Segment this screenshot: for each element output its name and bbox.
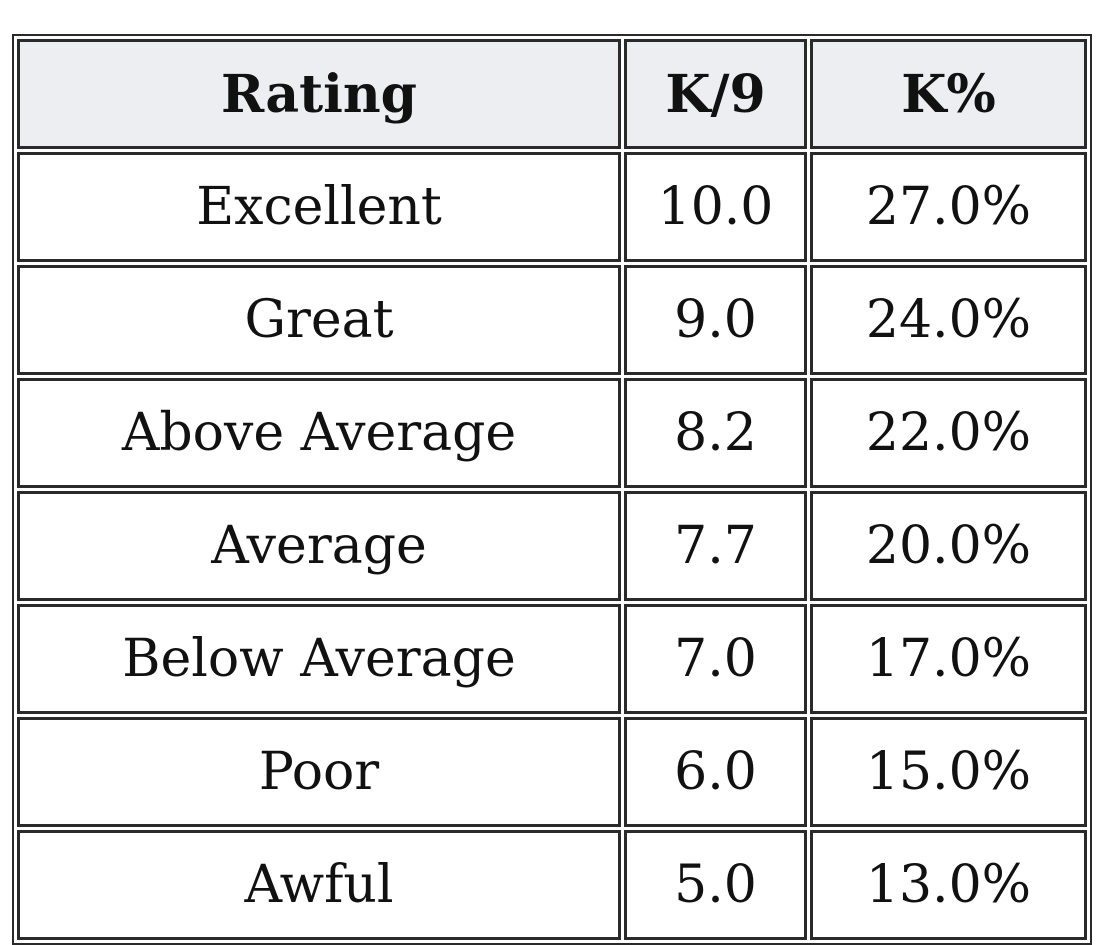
table-row: Poor 6.0 15.0% [17, 717, 1087, 827]
table-row: Below Average 7.0 17.0% [17, 604, 1087, 714]
table-cell: 5.0 [624, 830, 807, 940]
table-container: Rating K/9 K% Excellent 10.0 27.0% Great 9.0 24… [12, 34, 1092, 945]
table-row: Great 9.0 24.0% [17, 265, 1087, 375]
table-body: Excellent 10.0 27.0% Great 9.0 24.0% Above Ave… [17, 152, 1087, 940]
table-row: Awful 5.0 13.0% [17, 830, 1087, 940]
table-cell: 13.0% [810, 830, 1087, 940]
table-cell: 8.2 [624, 378, 807, 488]
table-cell: 7.7 [624, 491, 807, 601]
table-cell: Great [17, 265, 621, 375]
rating-table: Rating K/9 K% Excellent 10.0 27.0% Great 9.0 24… [12, 34, 1092, 945]
table-cell: Awful [17, 830, 621, 940]
table-cell: 20.0% [810, 491, 1087, 601]
table-cell: Excellent [17, 152, 621, 262]
header-cell: K/9 [624, 39, 807, 149]
table-cell: 7.0 [624, 604, 807, 714]
table-row: Average 7.7 20.0% [17, 491, 1087, 601]
table-cell: Below Average [17, 604, 621, 714]
table-row: Above Average 8.2 22.0% [17, 378, 1087, 488]
table-cell: 10.0 [624, 152, 807, 262]
table-cell: 6.0 [624, 717, 807, 827]
table-cell: 24.0% [810, 265, 1087, 375]
header-cell: K% [810, 39, 1087, 149]
table-cell: 27.0% [810, 152, 1087, 262]
table-row: Excellent 10.0 27.0% [17, 152, 1087, 262]
table-cell: Above Average [17, 378, 621, 488]
table-cell: 15.0% [810, 717, 1087, 827]
table-cell: 17.0% [810, 604, 1087, 714]
table-cell: 9.0 [624, 265, 807, 375]
table-cell: 22.0% [810, 378, 1087, 488]
header-row: Rating K/9 K% [17, 39, 1087, 149]
header-cell: Rating [17, 39, 621, 149]
table-cell: Poor [17, 717, 621, 827]
table-cell: Average [17, 491, 621, 601]
